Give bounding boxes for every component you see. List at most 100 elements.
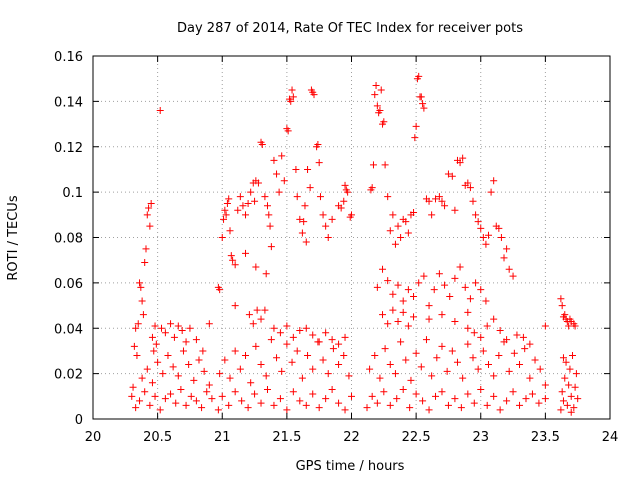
data-point [340, 351, 348, 359]
data-point [474, 218, 482, 226]
data-point [205, 320, 213, 328]
data-point [391, 370, 399, 378]
data-point [559, 397, 567, 405]
data-point [558, 302, 566, 310]
data-point [572, 370, 580, 378]
data-point [239, 202, 247, 210]
data-point [368, 392, 376, 400]
data-point [139, 311, 147, 319]
data-point [270, 324, 278, 332]
data-point [369, 161, 377, 169]
data-point [417, 93, 425, 101]
data-point [384, 320, 392, 328]
data-point [293, 347, 301, 355]
data-point [309, 390, 317, 398]
data-point [302, 324, 310, 332]
data-point [203, 388, 211, 396]
data-point [472, 279, 480, 287]
data-point [503, 336, 511, 344]
data-points [128, 72, 582, 416]
data-point [376, 106, 384, 114]
data-point [389, 290, 397, 298]
data-point [128, 392, 136, 400]
data-point [132, 324, 140, 332]
data-point [490, 177, 498, 185]
data-point [412, 390, 420, 398]
data-point [519, 333, 527, 341]
data-point [138, 297, 146, 305]
data-point [377, 86, 385, 94]
data-point [407, 376, 415, 384]
data-point [384, 193, 392, 201]
data-point [289, 93, 297, 101]
data-point [380, 388, 388, 396]
data-point [287, 97, 295, 105]
data-point [516, 361, 524, 369]
data-point [178, 327, 186, 335]
data-point [433, 354, 441, 362]
data-point [146, 401, 154, 409]
data-point [371, 351, 379, 359]
data-point [226, 227, 234, 235]
data-point [148, 333, 156, 341]
data-point [292, 165, 300, 173]
data-point [485, 361, 493, 369]
data-point [185, 361, 193, 369]
data-point [459, 374, 467, 382]
data-point [270, 401, 278, 409]
data-point [470, 399, 478, 407]
data-point [487, 188, 495, 196]
data-point [270, 156, 278, 164]
data-point [238, 397, 246, 405]
data-point [306, 184, 314, 192]
data-point [216, 286, 224, 294]
data-point [296, 397, 304, 405]
data-point [231, 388, 239, 396]
data-point [345, 372, 353, 380]
data-point [220, 215, 228, 223]
data-point [341, 406, 349, 414]
data-point [170, 333, 178, 341]
data-point [262, 372, 270, 380]
data-point [145, 204, 153, 212]
data-point [557, 406, 565, 414]
data-point [161, 395, 169, 403]
data-point [315, 338, 323, 346]
data-point [283, 340, 291, 348]
data-point [137, 283, 145, 291]
data-point [381, 345, 389, 353]
data-point [152, 340, 160, 348]
data-point [341, 333, 349, 341]
data-point [337, 204, 345, 212]
data-point [143, 211, 151, 219]
data-point [221, 356, 229, 364]
data-point [348, 211, 355, 219]
data-point [262, 270, 270, 278]
data-point [322, 329, 330, 337]
data-point [167, 390, 175, 398]
data-point [571, 322, 579, 330]
data-point [557, 295, 565, 303]
data-point [397, 234, 405, 241]
data-point [402, 218, 410, 226]
data-point [300, 218, 308, 226]
data-point [150, 347, 158, 355]
data-point [428, 372, 436, 380]
data-point [214, 406, 222, 414]
data-point [477, 224, 485, 232]
data-point [438, 342, 446, 350]
data-point [177, 386, 185, 394]
data-point [143, 365, 151, 373]
data-point [258, 140, 266, 148]
data-point [254, 179, 262, 187]
data-point [466, 184, 474, 192]
data-point [328, 336, 336, 344]
x-tick-label: 21.5 [272, 430, 301, 445]
data-point [470, 329, 478, 337]
data-point [169, 363, 177, 371]
data-point [208, 395, 216, 403]
data-point [412, 122, 420, 130]
data-point [536, 365, 544, 373]
data-point [485, 231, 493, 239]
data-point [472, 211, 480, 219]
